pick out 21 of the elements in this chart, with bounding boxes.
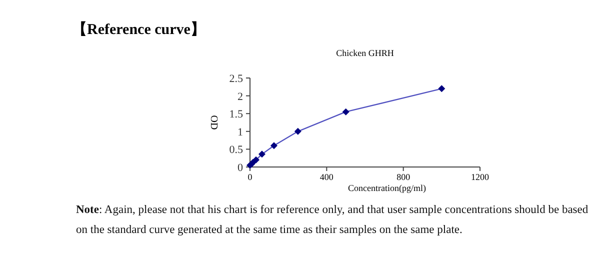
point: [438, 85, 446, 92]
y-tick-label: 0.5: [229, 144, 244, 156]
x-tick-label: 0: [248, 172, 253, 182]
text: Note: Again, please not that his chart is for reference only, and that user sample concentrations should be based on the standard curve generated at the same time as their samples on the same plate.: [76, 203, 590, 238]
text: 【Reference curve】: [72, 21, 206, 38]
chart-title: Chicken GHRH: [336, 48, 394, 58]
x-tick-label: 1200: [471, 172, 490, 182]
y-axis-title: OD: [208, 115, 219, 130]
x-axis-title: Concentration(pg/ml): [348, 183, 426, 193]
x-tick-label: 800: [396, 172, 411, 182]
y-tick-label: 2: [238, 90, 243, 103]
point: [258, 150, 266, 158]
point: [294, 128, 302, 135]
point: [252, 156, 260, 164]
point: [342, 108, 350, 116]
point: [270, 142, 278, 150]
y-tick-label: 2.5: [229, 73, 244, 85]
y-tick-label: 0: [238, 162, 244, 174]
y-tick-label: 1: [238, 126, 243, 138]
x-tick-label: 400: [320, 172, 334, 182]
y-tick-label: 1.5: [229, 108, 244, 121]
